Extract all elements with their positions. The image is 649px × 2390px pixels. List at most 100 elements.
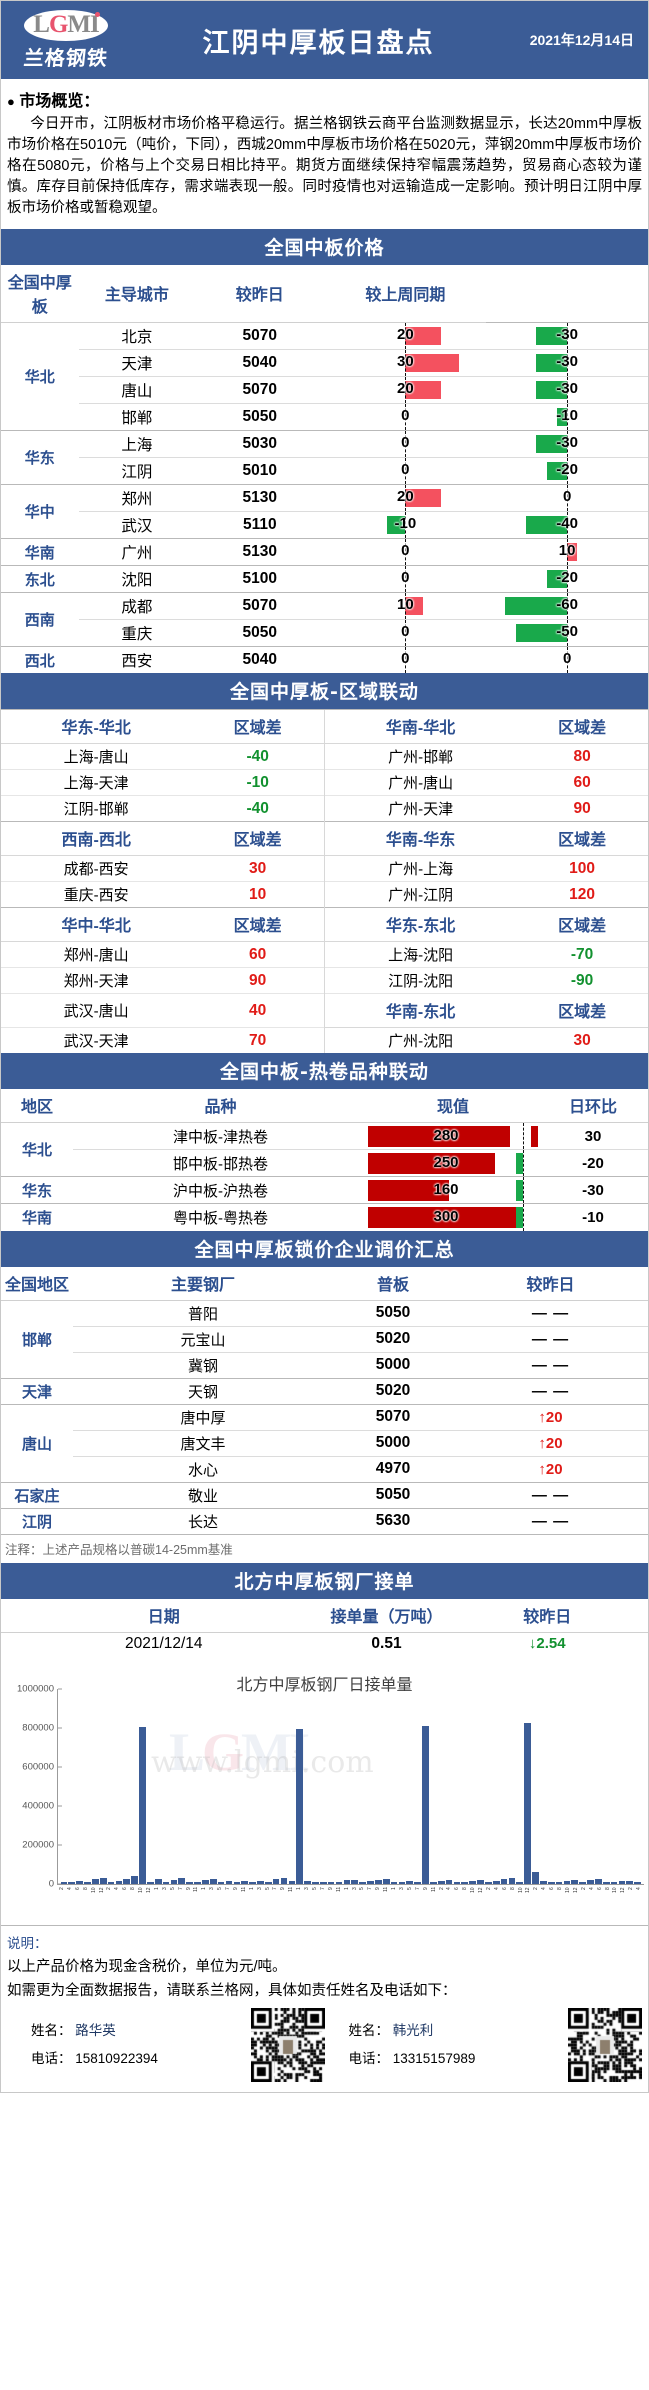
table-row: 江阴 长达 5630 — — — [1, 1507, 648, 1534]
orders-chart: 北方中厚板钢厂日接单量 LGMI www.lgmi.com 0 200000 400… — [1, 1655, 648, 1925]
overview-heading: ● 市场概览： — [7, 87, 642, 111]
zero-axis — [405, 593, 407, 620]
linkage-row: 武汉-唐山 40 华南-东北 区域差 — [1, 993, 648, 1029]
x-axis-label: 3 — [304, 1886, 311, 1890]
linkage-right-diff-header: 区域差 — [516, 907, 648, 943]
dod-value: -10 — [538, 1203, 648, 1231]
linkage-right-subheader: 华南-东北 — [323, 993, 517, 1029]
linkage-value: 30 — [516, 1027, 648, 1054]
linkage-right-diff-header: 区域差 — [516, 821, 648, 857]
region-label: 东北 — [1, 565, 79, 593]
chart-bar — [92, 1879, 99, 1884]
mill-name: 唐文丰 — [180, 1435, 226, 1453]
zero-axis — [405, 431, 407, 458]
mill-name: 冀钢 — [187, 1357, 218, 1375]
chart-bar — [312, 1881, 319, 1884]
table-row: 江阴 5010 0 -20 — [1, 457, 648, 485]
chart-bar — [170, 1880, 178, 1884]
chart-plot-area: 0 200000 400000 600000 800000 1000000 — [17, 1683, 644, 1889]
linkage-pair: 广州-唐山 — [323, 769, 517, 796]
col-current-value: 现值 — [368, 1089, 538, 1124]
x-axis-label: 9 — [327, 1886, 334, 1890]
region-label: 华东 — [1, 430, 79, 485]
linkage-left-diff-header: 区域差 — [191, 709, 325, 745]
city-name: 上海 — [78, 430, 196, 458]
x-axis-label: 1 — [248, 1886, 255, 1890]
page-footer: 说明： 以上产品价格为现金含税价，单位为元/吨。 如需更为全面数据报告，请联系兰… — [1, 1924, 648, 2092]
national-price-table: 全国中厚板 主导城市 较昨日 较上周同期 华北 北京 5070 20 -30 天津 5… — [1, 265, 648, 674]
value-bar-cell: 280 — [368, 1122, 538, 1150]
chart-bar — [264, 1882, 272, 1884]
change-value: -20 — [556, 461, 578, 479]
chart-bar — [194, 1881, 201, 1884]
value-bar — [368, 1153, 495, 1175]
region-label: 西南 — [1, 592, 79, 647]
city-price: 5030 — [195, 430, 325, 458]
col-vs-yesterday: 较昨日 — [452, 1266, 648, 1301]
zero-axis — [567, 323, 569, 350]
change-bar-cell: 0 — [324, 620, 486, 647]
contact-card: 姓名： 路华英 电话： 15810922394 — [7, 2007, 325, 2082]
mill-price: 5070 — [332, 1403, 453, 1431]
linkage-left-header: 华东-华北 — [1, 709, 192, 745]
linkage-pair: 广州-天津 — [323, 795, 517, 822]
linkage-pair: 江阴-邯郸 — [1, 795, 192, 822]
orders-banner: 北方中厚板钢厂接单 — [1, 1562, 648, 1599]
footer-label: 说明： — [7, 1935, 48, 1951]
table-row: 华南 广州 5130 0 10 — [1, 538, 648, 566]
chart-bar — [618, 1880, 626, 1884]
region-label: 唐山 — [1, 1403, 73, 1483]
chart-bar — [634, 1882, 641, 1884]
change-value: 10 — [397, 596, 414, 614]
logo-chinese-name: 兰格钢铁 — [22, 45, 110, 70]
chart-bar — [532, 1871, 539, 1884]
zero-axis — [567, 350, 569, 377]
variety-name: 津中板-津热卷 — [73, 1122, 368, 1150]
overview-body: 今日开市，江阴板材市场价格平稳运行。据兰格钢铁云商平台监测数据显示，长达20mm… — [7, 116, 642, 217]
chart-bar — [477, 1879, 484, 1884]
current-value: 160 — [433, 1181, 459, 1199]
change-bar-cell: -30 — [486, 350, 648, 377]
zero-axis — [405, 620, 407, 647]
x-axis-label: 8 — [557, 1886, 564, 1890]
chart-bar — [351, 1879, 359, 1884]
order-volume: 0.51 — [371, 1634, 402, 1652]
current-value: 300 — [433, 1208, 459, 1226]
x-axis-label: 11 — [430, 1886, 437, 1892]
chart-bar — [60, 1882, 68, 1884]
city-price: 5050 — [242, 408, 278, 426]
chart-bar — [115, 1880, 123, 1884]
table-row: 西南 成都 5070 10 -60 — [1, 592, 648, 647]
change-value: 0 — [401, 461, 410, 479]
variety-name: 沪中板-沪热卷 — [73, 1176, 368, 1204]
mill-name: 唐中厚 — [73, 1403, 333, 1431]
dod-value: -20 — [582, 1154, 604, 1172]
chart-bar — [76, 1881, 83, 1884]
change-value: 0 — [401, 623, 410, 641]
chart-bar — [461, 1881, 469, 1884]
name-label: 姓名： — [31, 2022, 72, 2038]
mill-change: — — — [452, 1299, 648, 1327]
x-axis-label: 12 — [145, 1886, 152, 1893]
chart-bar — [626, 1881, 634, 1884]
x-axis-label: 7 — [319, 1886, 326, 1890]
x-axis-label: 3 — [256, 1886, 263, 1890]
linkage-pair: 郑州-天津 — [1, 967, 192, 994]
linkage-row: 江阴-邯郸 -40 广州-天津 90 — [1, 795, 648, 822]
linkage-value: 90 — [191, 967, 325, 994]
change-bar-cell: 0 — [324, 404, 486, 431]
chart-bar — [540, 1880, 547, 1884]
change-value: -10 — [556, 407, 578, 425]
chart-bar — [343, 1880, 351, 1884]
coil-linkage-banner: 全国中板-热卷品种联动 — [1, 1053, 648, 1090]
chart-bar — [131, 1875, 138, 1884]
zero-axis — [405, 323, 407, 350]
change-bar-cell: -20 — [486, 458, 648, 485]
contact-name: 韩光利 — [392, 2022, 434, 2038]
x-axis-label: 4 — [636, 1886, 643, 1890]
col-change-day: 较昨日 — [195, 265, 325, 324]
table-row: 华北 北京 5070 20 -30 — [1, 322, 648, 431]
y-axis-tick: 200000 — [22, 1839, 62, 1850]
table-row: 邯郸 普阳 5050 — — — [1, 1299, 648, 1379]
chart-bar — [319, 1882, 327, 1884]
